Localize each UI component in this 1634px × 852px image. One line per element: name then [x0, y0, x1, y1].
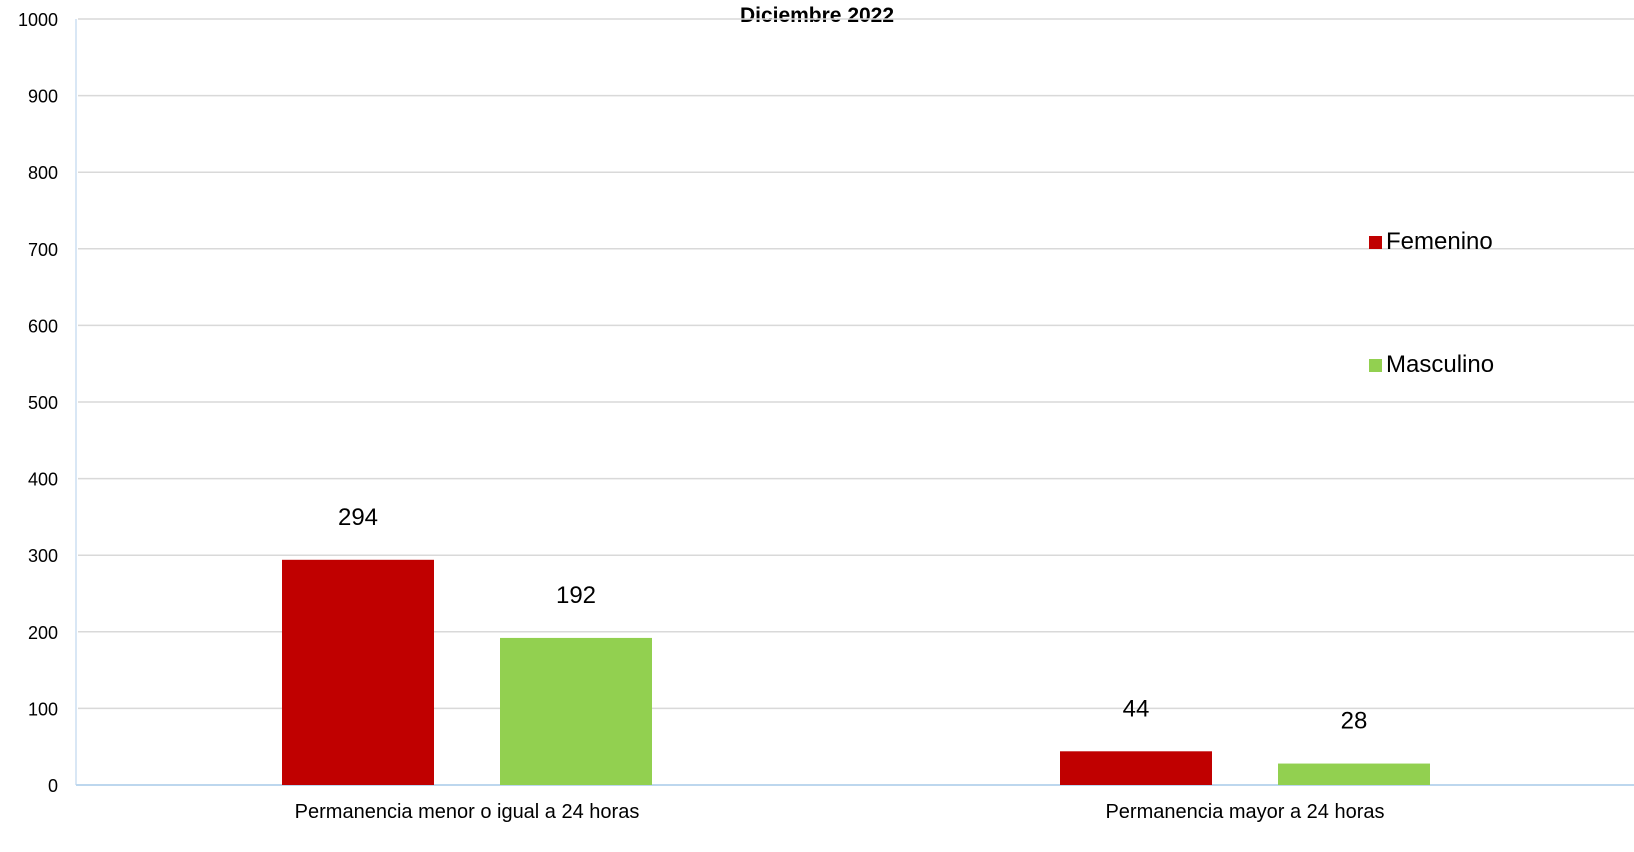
legend-item-femenino: Femenino	[1369, 228, 1493, 256]
y-tick-label: 300	[28, 546, 58, 566]
y-tick-label: 700	[28, 240, 58, 260]
legend-swatch-masculino	[1369, 358, 1382, 372]
bar	[282, 559, 434, 785]
y-tick-label: 1000	[18, 10, 58, 30]
data-label: 294	[338, 504, 378, 531]
data-label: 28	[1341, 708, 1368, 735]
y-tick-label: 600	[28, 316, 58, 336]
x-tick-label: Permanencia menor o igual a 24 horas	[295, 801, 640, 823]
y-tick-label: 0	[48, 776, 58, 796]
bar	[500, 637, 652, 785]
bar	[1060, 751, 1212, 785]
chart-title: Diciembre 2022	[739, 4, 895, 27]
y-tick-label: 400	[28, 470, 58, 490]
legend-swatch-femenino	[1369, 235, 1382, 249]
legend-label-femenino: Femenino	[1386, 228, 1493, 255]
legend-item-masculino: Masculino	[1369, 351, 1494, 379]
y-tick-label: 100	[28, 699, 58, 719]
y-tick-label: 900	[28, 87, 58, 107]
x-tick-label: Permanencia mayor a 24 horas	[1105, 801, 1384, 823]
bar	[1278, 763, 1430, 785]
y-tick-label: 500	[28, 393, 58, 413]
legend-label-masculino: Masculino	[1386, 351, 1495, 378]
y-tick-label: 200	[28, 623, 58, 643]
data-label: 44	[1123, 695, 1150, 722]
y-tick-label: 800	[28, 163, 58, 183]
data-label: 192	[556, 582, 596, 609]
